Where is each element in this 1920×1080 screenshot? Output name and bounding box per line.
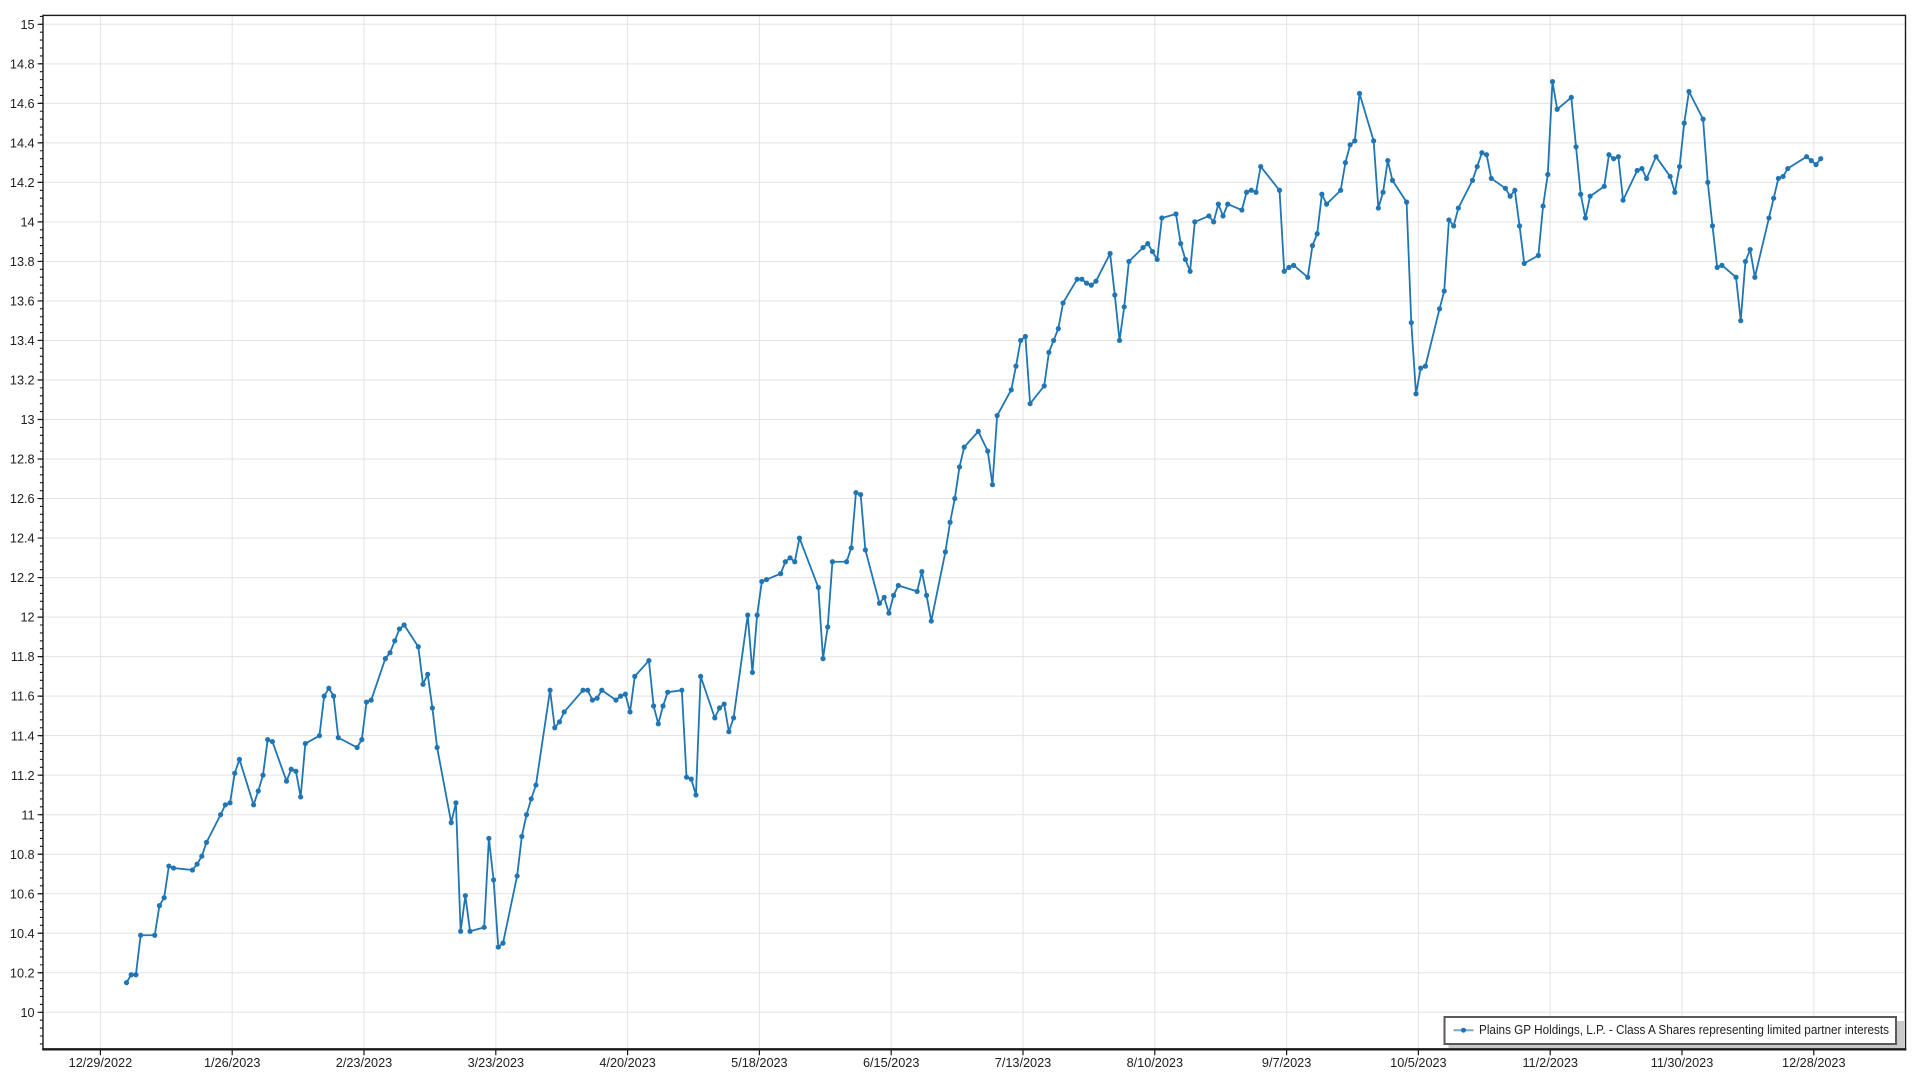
svg-text:12.2: 12.2 xyxy=(10,571,35,585)
svg-text:2/23/2023: 2/23/2023 xyxy=(336,1056,392,1070)
svg-text:10/5/2023: 10/5/2023 xyxy=(1390,1056,1446,1070)
svg-text:14.8: 14.8 xyxy=(10,57,35,71)
svg-text:11.8: 11.8 xyxy=(11,650,35,664)
svg-text:10: 10 xyxy=(20,1006,34,1020)
svg-text:6/15/2023: 6/15/2023 xyxy=(863,1056,919,1070)
svg-text:14.4: 14.4 xyxy=(10,136,35,150)
svg-text:10.4: 10.4 xyxy=(10,927,35,941)
svg-text:4/20/2023: 4/20/2023 xyxy=(599,1056,655,1070)
svg-text:15: 15 xyxy=(20,18,34,32)
svg-text:8/10/2023: 8/10/2023 xyxy=(1127,1056,1183,1070)
svg-text:Plains GP Holdings, L.P. - Cla: Plains GP Holdings, L.P. - Class A Share… xyxy=(1479,1022,1889,1037)
svg-text:12/29/2022: 12/29/2022 xyxy=(69,1056,133,1070)
svg-text:12.6: 12.6 xyxy=(10,492,35,506)
svg-text:12.8: 12.8 xyxy=(10,453,35,467)
svg-text:13: 13 xyxy=(20,413,34,427)
svg-text:14.2: 14.2 xyxy=(10,176,35,190)
svg-text:11.4: 11.4 xyxy=(11,729,35,743)
svg-text:10.6: 10.6 xyxy=(10,887,35,901)
svg-text:11/30/2023: 11/30/2023 xyxy=(1651,1056,1714,1070)
svg-text:13.2: 13.2 xyxy=(10,374,35,388)
svg-text:12.4: 12.4 xyxy=(10,532,35,546)
svg-text:10.8: 10.8 xyxy=(10,848,35,862)
svg-text:11.2: 11.2 xyxy=(11,769,35,783)
svg-text:9/7/2023: 9/7/2023 xyxy=(1262,1056,1311,1070)
svg-text:12/28/2023: 12/28/2023 xyxy=(1782,1056,1846,1070)
svg-text:3/23/2023: 3/23/2023 xyxy=(468,1056,524,1070)
svg-text:10.2: 10.2 xyxy=(10,966,35,980)
svg-text:11/2/2023: 11/2/2023 xyxy=(1522,1056,1578,1070)
svg-text:14: 14 xyxy=(20,216,34,230)
svg-text:13.6: 13.6 xyxy=(10,295,35,309)
svg-text:14.6: 14.6 xyxy=(10,97,35,111)
svg-text:5/18/2023: 5/18/2023 xyxy=(731,1056,787,1070)
svg-text:12: 12 xyxy=(20,611,34,625)
svg-text:7/13/2023: 7/13/2023 xyxy=(995,1056,1051,1070)
svg-text:11: 11 xyxy=(21,808,34,822)
svg-text:13.4: 13.4 xyxy=(10,334,35,348)
svg-text:11.6: 11.6 xyxy=(11,690,35,704)
svg-text:1/26/2023: 1/26/2023 xyxy=(204,1056,260,1070)
svg-text:13.8: 13.8 xyxy=(10,255,35,269)
